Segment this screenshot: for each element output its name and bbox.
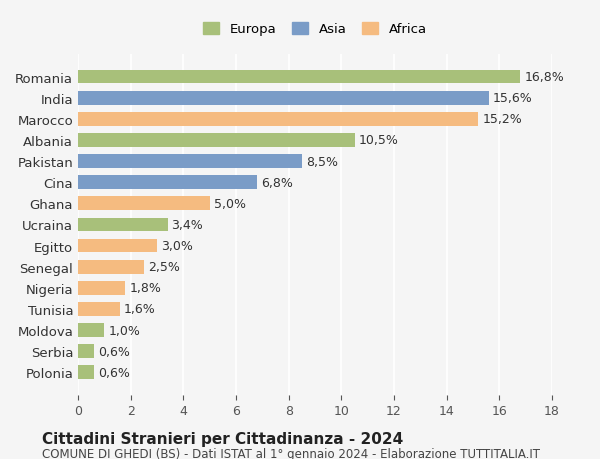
Bar xyxy=(78,239,157,253)
Bar xyxy=(78,92,489,105)
Text: 5,0%: 5,0% xyxy=(214,197,245,210)
Bar xyxy=(78,71,520,84)
Bar xyxy=(78,281,125,295)
Bar xyxy=(78,218,167,232)
Text: 6,8%: 6,8% xyxy=(261,176,293,189)
Bar xyxy=(78,345,94,358)
Bar xyxy=(78,324,104,337)
Bar xyxy=(78,134,355,147)
Text: 3,0%: 3,0% xyxy=(161,240,193,252)
Bar xyxy=(78,112,478,126)
Bar xyxy=(78,155,302,168)
Bar xyxy=(78,176,257,190)
Text: 10,5%: 10,5% xyxy=(358,134,398,147)
Legend: Europa, Asia, Africa: Europa, Asia, Africa xyxy=(198,17,432,41)
Text: 16,8%: 16,8% xyxy=(524,71,564,84)
Bar xyxy=(78,197,209,211)
Text: 15,6%: 15,6% xyxy=(493,92,533,105)
Text: 2,5%: 2,5% xyxy=(148,261,179,274)
Bar xyxy=(78,366,94,379)
Text: Cittadini Stranieri per Cittadinanza - 2024: Cittadini Stranieri per Cittadinanza - 2… xyxy=(42,431,403,447)
Bar xyxy=(78,260,144,274)
Text: 1,0%: 1,0% xyxy=(108,324,140,337)
Text: 8,5%: 8,5% xyxy=(306,155,338,168)
Text: 15,2%: 15,2% xyxy=(482,113,522,126)
Bar xyxy=(78,302,120,316)
Text: 3,4%: 3,4% xyxy=(172,218,203,231)
Text: 1,8%: 1,8% xyxy=(130,282,161,295)
Text: 0,6%: 0,6% xyxy=(98,366,130,379)
Text: 1,6%: 1,6% xyxy=(124,303,156,316)
Text: 0,6%: 0,6% xyxy=(98,345,130,358)
Text: COMUNE DI GHEDI (BS) - Dati ISTAT al 1° gennaio 2024 - Elaborazione TUTTITALIA.I: COMUNE DI GHEDI (BS) - Dati ISTAT al 1° … xyxy=(42,448,540,459)
